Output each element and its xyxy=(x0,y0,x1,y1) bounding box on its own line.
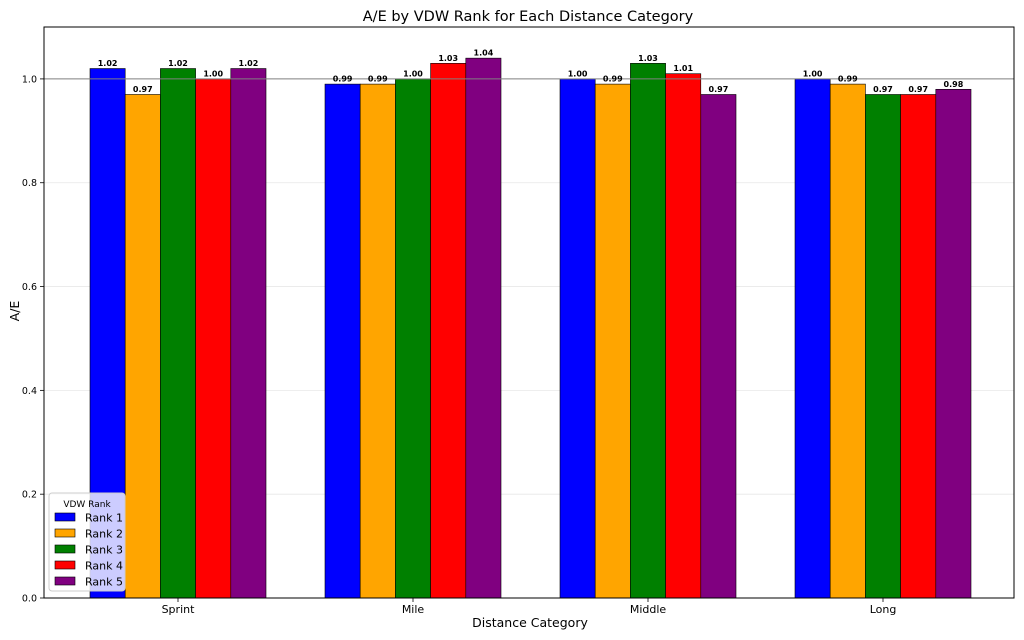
legend: VDW Rank Rank 1 Rank 2 Rank 3 Rank 4 Rank 5 xyxy=(48,492,126,592)
data-label: 0.99 xyxy=(603,75,623,84)
legend-swatch xyxy=(54,560,76,570)
y-tick-label: 0.4 xyxy=(22,386,37,397)
legend-title: VDW Rank xyxy=(63,500,111,510)
bar-rank-3-long xyxy=(865,94,901,599)
x-axis-label: Distance Category xyxy=(472,615,588,630)
data-label: 0.99 xyxy=(368,75,388,84)
data-label: 0.98 xyxy=(944,80,964,89)
data-label: 1.02 xyxy=(168,59,188,68)
legend-label: Rank 3 xyxy=(85,544,123,557)
bar-rank-5-long xyxy=(935,88,972,599)
legend-label: Rank 4 xyxy=(85,560,123,573)
bar-rank-4-long xyxy=(900,94,937,599)
data-label: 1.00 xyxy=(803,69,823,78)
y-tick-label: 0.8 xyxy=(22,178,37,189)
legend-swatch xyxy=(54,544,76,554)
plot-area-frame xyxy=(43,26,1015,599)
bar-rank-4-mile xyxy=(430,63,467,599)
y-tick-label: 0.6 xyxy=(22,282,37,293)
legend-swatch xyxy=(54,512,76,522)
data-label: 1.01 xyxy=(673,64,693,73)
y-tick-label: 1.0 xyxy=(22,74,37,85)
bar-rank-4-sprint xyxy=(195,78,232,599)
legend-swatch xyxy=(54,576,76,586)
legend-label: Rank 2 xyxy=(85,528,123,541)
x-tick-label: Middle xyxy=(630,603,667,616)
x-axis-ticks: Sprint Mile Middle Long xyxy=(162,598,897,616)
bar-rank-1-long xyxy=(794,78,831,599)
bar-rank-1-mile xyxy=(324,83,361,599)
x-tick-label: Sprint xyxy=(162,603,196,616)
data-label: 1.02 xyxy=(239,59,259,68)
data-label: 1.00 xyxy=(568,69,588,78)
data-label: 1.00 xyxy=(203,69,223,78)
bar-rank-2-mile xyxy=(359,83,396,599)
legend-label: Rank 5 xyxy=(85,576,123,589)
bars xyxy=(89,57,972,599)
bar-rank-5-middle xyxy=(700,94,737,599)
bar-rank-2-sprint xyxy=(124,94,161,599)
data-label: 0.99 xyxy=(333,75,353,84)
bar-rank-2-middle xyxy=(594,83,631,599)
y-axis-ticks: 0.0 0.2 0.4 0.6 0.8 1.0 xyxy=(22,74,44,605)
bar-rank-1-middle xyxy=(559,78,596,599)
legend-swatch xyxy=(54,528,76,538)
bar-rank-4-middle xyxy=(665,73,702,599)
data-label: 0.97 xyxy=(709,85,729,94)
legend-label: Rank 1 xyxy=(85,512,123,525)
data-label: 1.04 xyxy=(474,49,494,58)
y-tick-label: 0.2 xyxy=(22,490,37,501)
bar-rank-3-mile xyxy=(395,78,431,599)
chart-title: A/E by VDW Rank for Each Distance Catego… xyxy=(363,9,694,25)
data-label: 0.97 xyxy=(873,85,893,94)
data-labels: 1.02 0.99 1.00 1.00 0.97 0.99 0.99 0.99 1.02 1.00… xyxy=(98,49,964,94)
data-label: 1.00 xyxy=(403,69,423,78)
y-tick-label: 0.0 xyxy=(22,594,37,605)
bar-rank-5-sprint xyxy=(230,68,267,599)
data-label: 1.02 xyxy=(98,59,118,68)
legend-items: Rank 1 Rank 2 Rank 3 Rank 4 Rank 5 xyxy=(54,512,123,589)
bar-rank-3-middle xyxy=(630,63,666,599)
bar-rank-3-sprint xyxy=(160,68,196,599)
x-tick-label: Mile xyxy=(402,603,425,616)
x-tick-label: Long xyxy=(870,603,897,616)
bar-rank-5-mile xyxy=(465,57,502,599)
data-label: 0.99 xyxy=(838,75,858,84)
data-label: 0.97 xyxy=(133,85,153,94)
data-label: 0.97 xyxy=(908,85,928,94)
data-label: 1.03 xyxy=(438,54,458,63)
bar-rank-2-long xyxy=(829,83,866,599)
data-label: 1.03 xyxy=(638,54,658,63)
y-axis-label: A/E xyxy=(7,301,22,322)
